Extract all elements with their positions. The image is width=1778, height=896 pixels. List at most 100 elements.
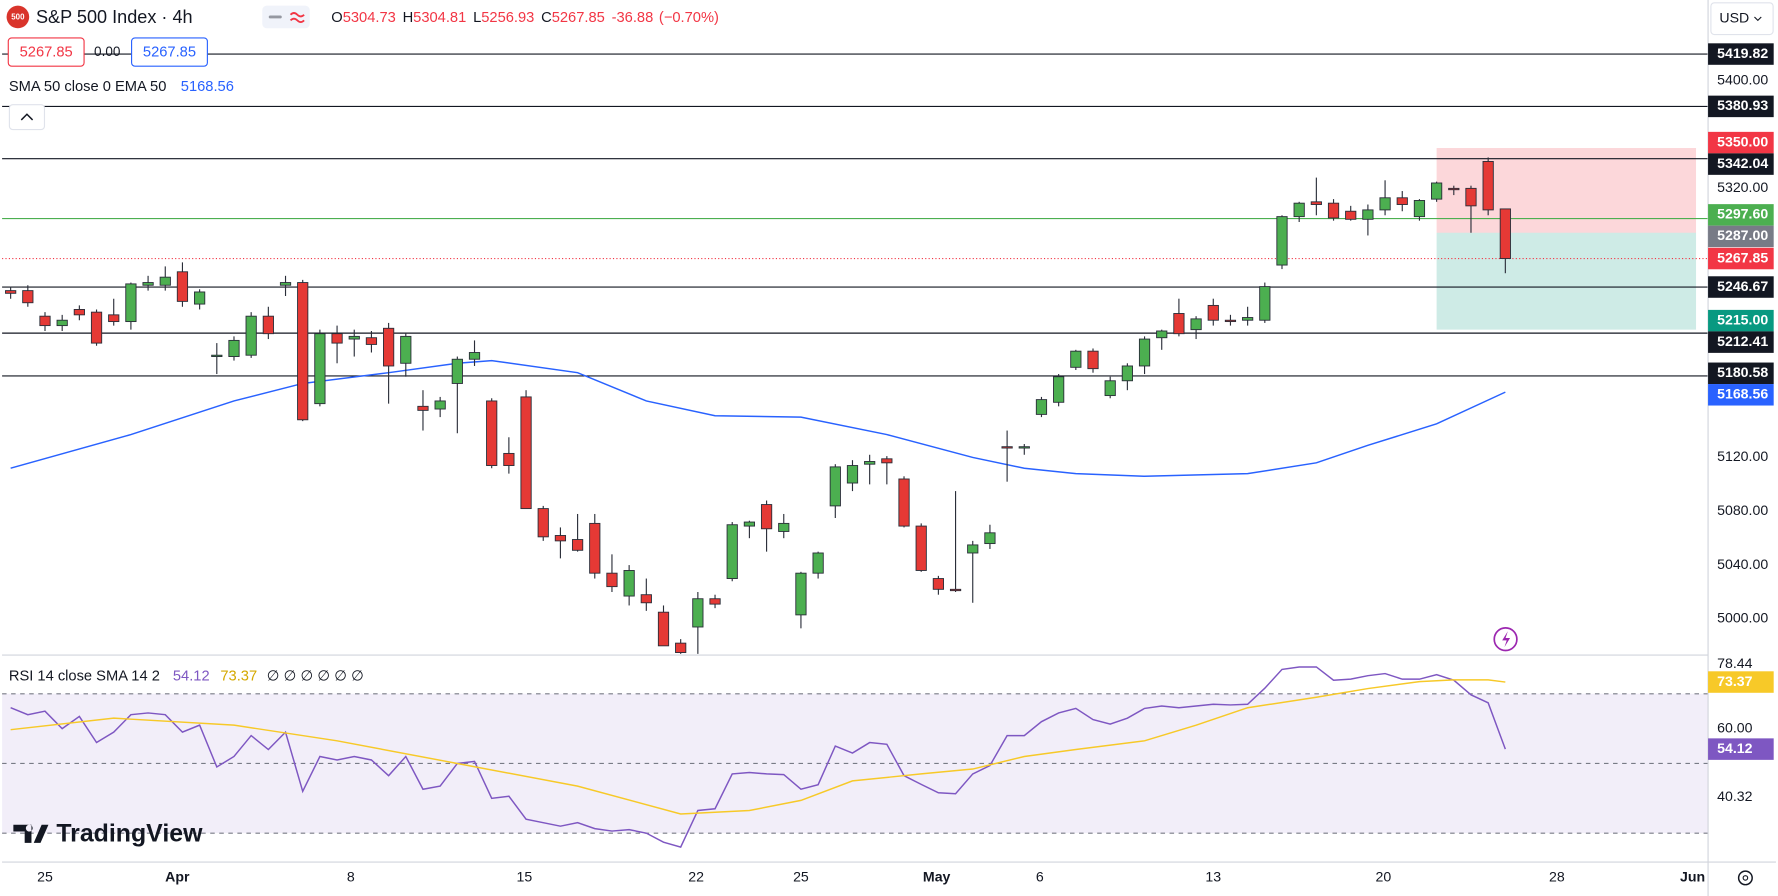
candle-body (279, 282, 292, 286)
candle-body (486, 400, 498, 466)
axis-price-box (1708, 204, 1774, 226)
symbol-logo (6, 5, 30, 29)
candle-body (1018, 446, 1030, 449)
axis-price-box (1708, 331, 1774, 353)
x-tick-label: 28 (1549, 869, 1565, 885)
buy-button[interactable] (131, 37, 208, 67)
candle-body (864, 461, 876, 465)
x-tick-label: 15 (516, 869, 532, 885)
y-tick-label: 5040.00 (1717, 556, 1768, 572)
candle-body (1499, 208, 1511, 259)
candle-body (194, 291, 206, 305)
x-tick-label: 25 (793, 869, 809, 885)
candle-body (554, 535, 567, 542)
candle-body (383, 327, 395, 367)
candle-body (39, 315, 51, 327)
ohlc-label: H (403, 10, 414, 26)
candle-body (434, 400, 446, 410)
axis-price-box (1708, 247, 1774, 270)
candle-body (623, 570, 635, 597)
dropdown-icon (1754, 16, 1762, 22)
currency-button[interactable] (1710, 2, 1774, 36)
x-tick-label: 8 (347, 869, 355, 885)
candle-body (1396, 197, 1408, 205)
candle-body (1001, 446, 1013, 449)
status-pill[interactable] (262, 5, 310, 29)
axis-value-label: 73.37 (1717, 673, 1752, 689)
candle-body (778, 522, 790, 532)
x-tick-label: May (923, 869, 951, 885)
candle-body (726, 524, 738, 580)
candle-body (1345, 210, 1357, 220)
candle-body (142, 282, 154, 286)
brand: TradingView (56, 819, 203, 847)
axis-price-box (1708, 309, 1774, 332)
ohlc-value: 5256.93 (481, 10, 534, 26)
candle-body (1173, 313, 1185, 335)
x-tick-label: Jun (1680, 869, 1705, 885)
candle-body (1138, 338, 1151, 367)
ohlc-value: 5267.85 (552, 10, 605, 26)
axis-price-box (1708, 362, 1774, 385)
candle-body (1156, 330, 1168, 339)
settings-icon[interactable] (1737, 870, 1753, 886)
candle-body (1413, 200, 1426, 218)
axis-price-box (1708, 43, 1774, 65)
axis-price-label: 5246.67 (1717, 278, 1768, 294)
axis-price-box (1708, 131, 1774, 154)
candle-body (176, 271, 189, 302)
candle-body (829, 466, 841, 507)
y-tick-label: 60.00 (1717, 719, 1752, 735)
candle-body (760, 504, 773, 530)
ohlc: O5304.73 H5304.81 L5256.93 C5267.85 -36.88 (−… (331, 10, 719, 26)
candle-body (211, 354, 223, 358)
ohlc-label: L (473, 10, 481, 26)
candle-body (571, 539, 584, 551)
candle-body (915, 525, 927, 571)
rsi-legend: RSI 14 close SMA 14 2 (9, 668, 160, 684)
ema-legend: SMA 50 close 0 EMA 50 (9, 79, 167, 95)
candle-body (520, 396, 532, 510)
ema-value: 5168.56 (181, 79, 234, 95)
candle-body (90, 311, 103, 344)
rsi-line (10, 679, 1506, 815)
change-pct: (−0.70%) (659, 10, 719, 26)
rsi-empty-values: ∅ ∅ ∅ ∅ ∅ ∅ (267, 668, 364, 684)
delay-icon (289, 12, 305, 23)
axis-price-label: 5180.58 (1717, 364, 1768, 380)
candle-body (1448, 187, 1460, 191)
axis-price-label: 5342.04 (1717, 155, 1768, 171)
candle-body (108, 314, 120, 323)
candle-body (1207, 304, 1219, 321)
rsi-line (10, 666, 1507, 848)
candle-body (881, 458, 893, 464)
axis-price-label: 5287.00 (1717, 227, 1768, 243)
candle-body (1327, 202, 1340, 219)
x-tick-label: 13 (1205, 869, 1221, 885)
rsi-value: 54.12 (173, 668, 210, 684)
axis-value-box (1708, 738, 1774, 760)
axis-price-label: 5380.93 (1717, 97, 1768, 113)
ohlc-value: 5304.73 (343, 10, 396, 26)
change: -36.88 (612, 10, 654, 26)
candle-body (348, 335, 360, 340)
sell-button[interactable] (7, 37, 85, 67)
candle-body (537, 508, 549, 538)
ohlc-label: C (541, 10, 552, 26)
candle-body (245, 315, 257, 356)
candle-body (503, 452, 515, 466)
collapse-button[interactable] (8, 104, 46, 131)
axis-price-box (1708, 225, 1774, 248)
candle-body (451, 358, 463, 384)
y-tick-label: 5120.00 (1717, 448, 1768, 464)
rsi-sma-value: 73.37 (220, 668, 257, 684)
axis-price-box (1708, 95, 1774, 118)
candle-body (1053, 376, 1065, 403)
y-tick-label: 5400.00 (1717, 71, 1768, 87)
candle-body (984, 532, 996, 545)
ohlc-value: 5304.81 (413, 10, 466, 26)
symbol: S&P 500 Index · 4h (36, 7, 193, 27)
y-tick-label: 78.44 (1717, 655, 1752, 671)
